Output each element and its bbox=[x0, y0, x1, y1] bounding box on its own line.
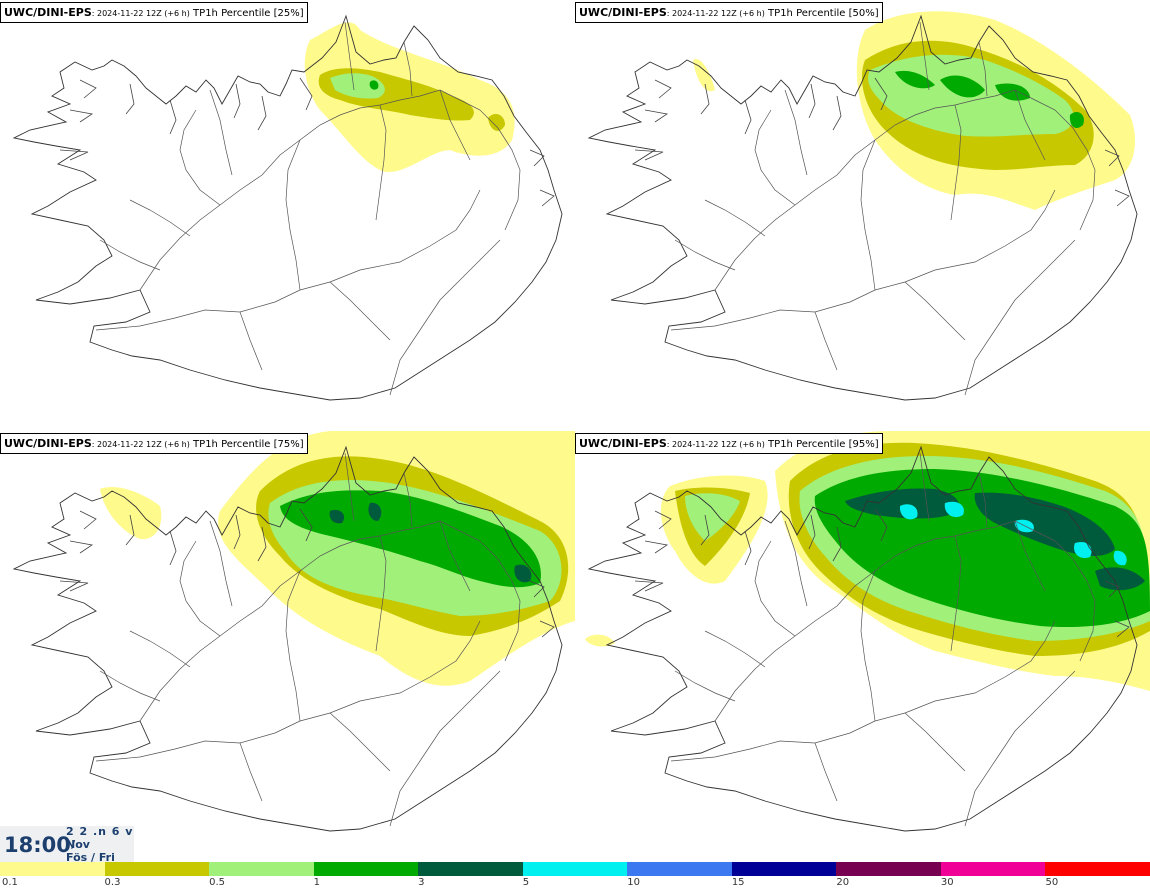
field-name: TP1h Percentile [25%] bbox=[189, 8, 304, 19]
map-panel-p25: UWC/DINI-EPS: 2024-11-22 12Z (+6 h) TP1h… bbox=[0, 0, 575, 430]
panel-title: UWC/DINI-EPS: 2024-11-22 12Z (+6 h) TP1h… bbox=[0, 2, 308, 23]
map-panel-p95: UWC/DINI-EPS: 2024-11-22 12Z (+6 h) TP1h… bbox=[575, 431, 1150, 861]
panel-title: UWC/DINI-EPS: 2024-11-22 12Z (+6 h) TP1h… bbox=[575, 2, 883, 23]
run-time: : 2024-11-22 12Z (+6 h) bbox=[666, 9, 765, 18]
field-name: TP1h Percentile [95%] bbox=[764, 439, 879, 450]
valid-date-fragment: 2 2 .n 6 v ./ bbox=[66, 825, 134, 851]
run-time: : 2024-11-22 12Z (+6 h) bbox=[666, 440, 765, 449]
precip-map-p50 bbox=[588, 11, 1138, 401]
legend-swatch bbox=[1045, 862, 1150, 876]
run-time: : 2024-11-22 12Z (+6 h) bbox=[91, 440, 190, 449]
panel-title: UWC/DINI-EPS: 2024-11-22 12Z (+6 h) TP1h… bbox=[575, 433, 883, 454]
legend-swatch bbox=[418, 862, 523, 876]
legend-swatch bbox=[313, 862, 419, 876]
legend-label: 30 bbox=[940, 877, 954, 888]
valid-day: Fös / Fri bbox=[66, 851, 115, 864]
legend-swatch bbox=[940, 862, 1046, 876]
field-name: TP1h Percentile [75%] bbox=[189, 439, 304, 450]
valid-month: Nov bbox=[66, 838, 90, 851]
run-time: : 2024-11-22 12Z (+6 h) bbox=[91, 9, 190, 18]
legend-swatch bbox=[731, 862, 837, 876]
model-name: UWC/DINI-EPS bbox=[4, 6, 92, 19]
valid-time-box: 18:00 2 2 .n 6 v ./ Nov Fös / Fri bbox=[0, 825, 134, 864]
legend-label: 50 bbox=[1045, 877, 1059, 888]
map-panel-p75: UWC/DINI-EPS: 2024-11-22 12Z (+6 h) TP1h… bbox=[0, 431, 575, 861]
legend-swatch bbox=[627, 862, 732, 876]
legend-label: 0.5 bbox=[209, 877, 225, 888]
legend-swatch bbox=[209, 862, 314, 876]
legend-swatch bbox=[104, 862, 210, 876]
precip-map-p75 bbox=[13, 431, 575, 832]
model-name: UWC/DINI-EPS bbox=[579, 437, 667, 450]
field-name: TP1h Percentile [50%] bbox=[764, 8, 879, 19]
panel-title: UWC/DINI-EPS: 2024-11-22 12Z (+6 h) TP1h… bbox=[0, 433, 308, 454]
legend-label: 3 bbox=[418, 877, 425, 888]
legend-label: 5 bbox=[522, 877, 530, 888]
valid-time: 18:00 bbox=[4, 833, 71, 857]
color-legend: 0.1 0.3 0.5 1 3 5 10 15 20 30 50 bbox=[0, 862, 1150, 891]
legend-swatch bbox=[522, 862, 628, 876]
legend-color-bar bbox=[0, 862, 1150, 876]
model-name: UWC/DINI-EPS bbox=[4, 437, 92, 450]
legend-label: 1 bbox=[313, 877, 320, 888]
precip-map-p25 bbox=[13, 15, 563, 401]
legend-swatch bbox=[836, 862, 941, 876]
precip-map-p95 bbox=[585, 431, 1150, 832]
model-name: UWC/DINI-EPS bbox=[579, 6, 667, 19]
legend-label: 20 bbox=[836, 877, 850, 888]
legend-label: 0.3 bbox=[104, 877, 121, 888]
legend-label: 10 bbox=[627, 877, 640, 888]
legend-swatch bbox=[0, 862, 105, 876]
map-panel-p50: UWC/DINI-EPS: 2024-11-22 12Z (+6 h) TP1h… bbox=[575, 0, 1150, 430]
legend-label: 0.1 bbox=[2, 877, 18, 888]
legend-label: 15 bbox=[731, 877, 745, 888]
